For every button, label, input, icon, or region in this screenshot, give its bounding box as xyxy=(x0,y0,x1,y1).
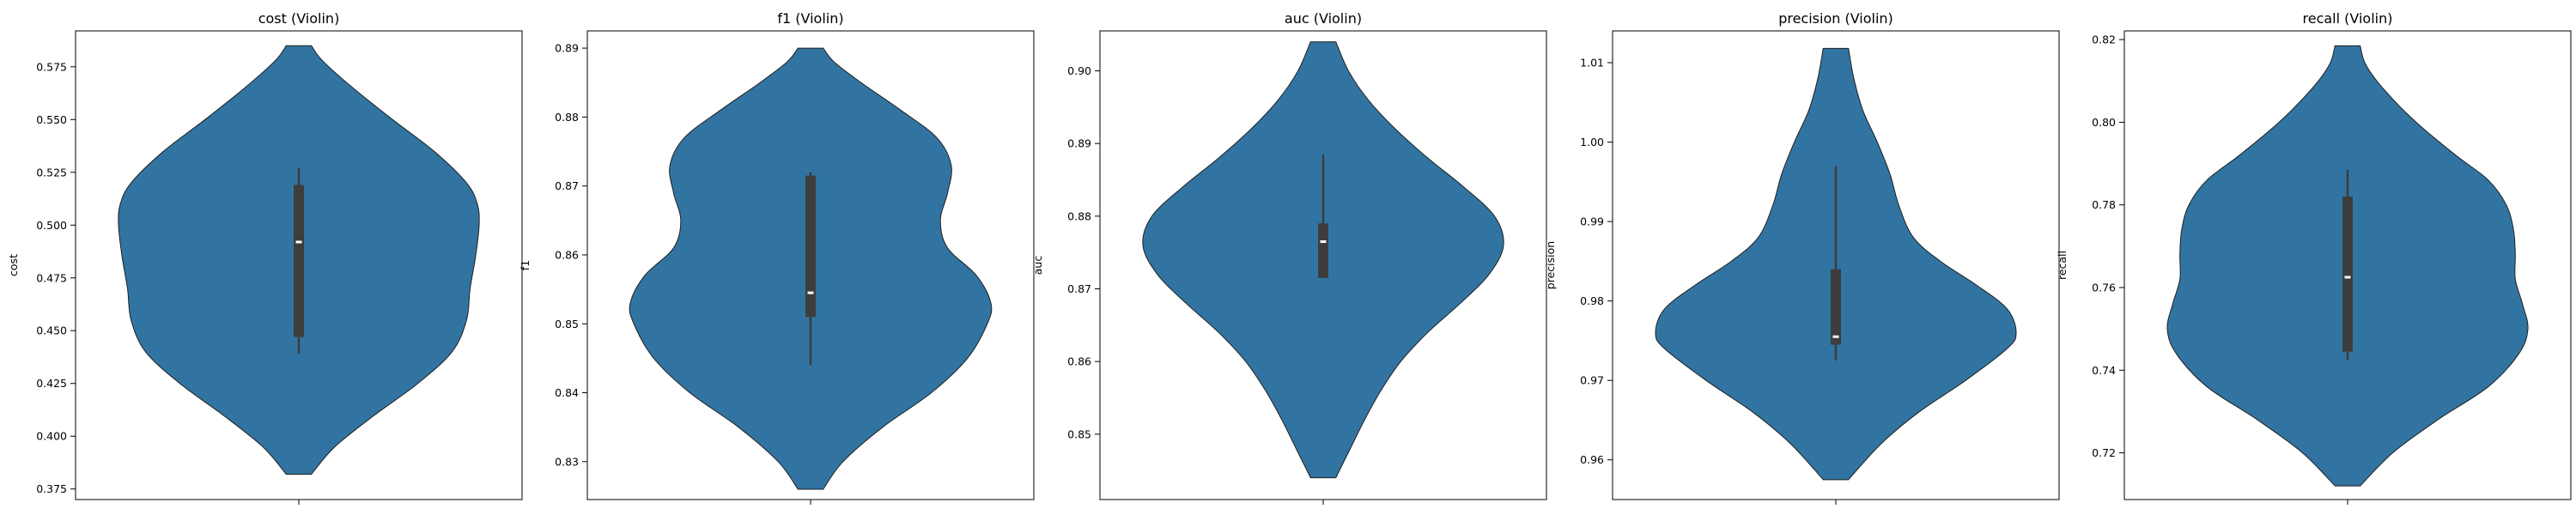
plot-frame xyxy=(2123,30,2572,500)
y-tick-label: 0.87 xyxy=(1067,282,1091,295)
y-tick-label: 0.88 xyxy=(555,111,579,124)
y-tick-label: 0.82 xyxy=(2092,33,2116,46)
violin-iqr-box xyxy=(1318,223,1328,278)
y-tick-label: 0.97 xyxy=(1580,374,1604,387)
plot-frame xyxy=(586,30,1035,500)
y-tick-label: 0.85 xyxy=(555,318,579,330)
y-tick-label: 1.00 xyxy=(1580,136,1604,148)
panel-title: auc (Violin) xyxy=(1285,10,1362,27)
violin-iqr-box xyxy=(294,185,304,337)
violin-iqr-box xyxy=(805,175,816,318)
plot-frame xyxy=(75,30,523,500)
y-tick-label: 0.375 xyxy=(36,482,67,495)
y-tick-label: 0.83 xyxy=(555,455,579,468)
y-tick-label: 0.85 xyxy=(1067,427,1091,440)
y-tick-label: 0.89 xyxy=(1067,137,1091,150)
plot-frame xyxy=(1099,30,1547,500)
y-tick-label: 0.550 xyxy=(36,113,67,126)
y-axis-label: auc xyxy=(1031,256,1044,276)
violin-panel-4: precision (Violin) precision 0.96 0.97 0.98 0… xyxy=(1544,10,2060,505)
y-tick-label: 0.400 xyxy=(36,430,67,443)
violin-panel-2: f1 (Violin) f1 0.83 0.84 0.85 0.86 0.87 0.88 0.8… xyxy=(519,10,1035,505)
y-tick-label: 0.86 xyxy=(555,248,579,261)
y-tick-label: 0.425 xyxy=(36,377,67,390)
y-axis-label: f1 xyxy=(519,260,532,270)
y-tick-label: 0.475 xyxy=(36,271,67,284)
y-tick-label: 0.72 xyxy=(2092,446,2116,459)
y-tick-label: 0.89 xyxy=(555,42,579,55)
y-tick-label: 0.575 xyxy=(36,60,67,73)
y-tick-label: 0.80 xyxy=(2092,116,2116,129)
y-tick-label: 0.98 xyxy=(1580,294,1604,307)
violin-panel-5: recall (Violin) recall 0.72 0.74 0.76 0.78 0.8… xyxy=(2056,10,2572,505)
y-tick-label: 0.450 xyxy=(36,324,67,337)
y-tick-label: 1.01 xyxy=(1580,57,1604,70)
y-tick-label: 0.99 xyxy=(1580,215,1604,228)
panel-title: precision (Violin) xyxy=(1778,10,1893,27)
y-tick-label: 0.86 xyxy=(1067,355,1091,368)
panel-title: f1 (Violin) xyxy=(777,10,843,27)
y-tick-label: 0.78 xyxy=(2092,198,2116,211)
y-tick-label: 0.76 xyxy=(2092,282,2116,294)
y-tick-label: 0.500 xyxy=(36,219,67,232)
y-tick-label: 0.525 xyxy=(36,166,67,179)
violin-iqr-box xyxy=(1831,269,1841,345)
plot-frame xyxy=(1612,30,2060,500)
violin-panel-3: auc (Violin) auc 0.85 0.86 0.87 0.88 0.89 0.90 xyxy=(1031,10,1547,505)
panel-title: recall (Violin) xyxy=(2303,10,2393,27)
y-axis-label: precision xyxy=(1544,241,1557,289)
y-tick-label: 0.84 xyxy=(555,386,579,399)
violin-iqr-box xyxy=(2342,197,2353,352)
panel-title: cost (Violin) xyxy=(258,10,340,27)
violin-panel-1: cost (Violin) cost 0.375 0.400 0.425 0.450 0.4… xyxy=(7,10,523,505)
y-axis-label: cost xyxy=(7,254,20,276)
y-tick-label: 0.74 xyxy=(2092,364,2116,377)
y-tick-label: 0.87 xyxy=(555,179,579,192)
y-tick-label: 0.90 xyxy=(1067,64,1091,77)
y-tick-label: 0.96 xyxy=(1580,453,1604,466)
y-axis-label: recall xyxy=(2056,251,2069,280)
y-tick-label: 0.88 xyxy=(1067,209,1091,222)
